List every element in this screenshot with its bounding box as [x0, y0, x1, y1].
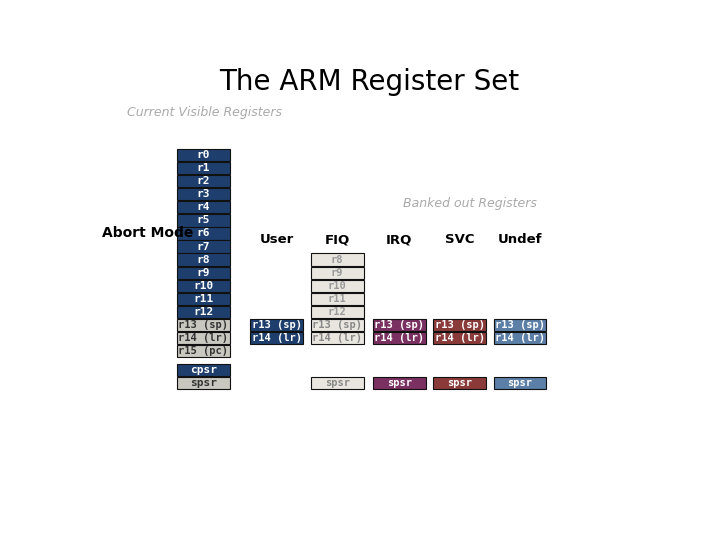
Text: spsr: spsr: [325, 378, 350, 388]
FancyBboxPatch shape: [494, 319, 546, 331]
Text: r14 (lr): r14 (lr): [312, 333, 362, 343]
FancyBboxPatch shape: [177, 363, 230, 376]
FancyBboxPatch shape: [177, 280, 230, 292]
Text: spsr: spsr: [447, 378, 472, 388]
FancyBboxPatch shape: [433, 332, 486, 345]
FancyBboxPatch shape: [177, 345, 230, 357]
Text: r10: r10: [193, 281, 213, 291]
FancyBboxPatch shape: [433, 319, 486, 331]
Text: r12: r12: [328, 307, 346, 317]
FancyBboxPatch shape: [177, 293, 230, 305]
Text: r13 (sp): r13 (sp): [495, 320, 545, 330]
Text: r0: r0: [197, 150, 210, 160]
FancyBboxPatch shape: [311, 306, 364, 318]
Text: r9: r9: [197, 268, 210, 278]
FancyBboxPatch shape: [494, 377, 546, 389]
Text: Current Visible Registers: Current Visible Registers: [127, 106, 282, 119]
Text: r14 (lr): r14 (lr): [178, 333, 228, 343]
Text: spsr: spsr: [189, 378, 217, 388]
FancyBboxPatch shape: [177, 332, 230, 345]
Text: r10: r10: [328, 281, 346, 291]
FancyBboxPatch shape: [177, 377, 230, 389]
Text: r11: r11: [328, 294, 346, 304]
Text: r14 (lr): r14 (lr): [374, 333, 424, 343]
Text: r1: r1: [197, 163, 210, 173]
Text: r7: r7: [197, 241, 210, 252]
Text: r2: r2: [197, 176, 210, 186]
FancyBboxPatch shape: [433, 377, 486, 389]
Text: r14 (lr): r14 (lr): [435, 333, 485, 343]
Text: FIQ: FIQ: [325, 233, 350, 246]
FancyBboxPatch shape: [177, 267, 230, 279]
Text: r14 (lr): r14 (lr): [252, 333, 302, 343]
FancyBboxPatch shape: [251, 332, 303, 345]
FancyBboxPatch shape: [311, 280, 364, 292]
FancyBboxPatch shape: [311, 293, 364, 305]
Text: Banked out Registers: Banked out Registers: [402, 197, 536, 210]
FancyBboxPatch shape: [311, 332, 364, 345]
Text: r5: r5: [197, 215, 210, 225]
Text: r13 (sp): r13 (sp): [252, 320, 302, 330]
FancyBboxPatch shape: [177, 188, 230, 200]
FancyBboxPatch shape: [177, 175, 230, 187]
FancyBboxPatch shape: [311, 377, 364, 389]
Text: r4: r4: [197, 202, 210, 212]
Text: r14 (lr): r14 (lr): [495, 333, 545, 343]
Text: r13 (sp): r13 (sp): [374, 320, 424, 330]
FancyBboxPatch shape: [177, 306, 230, 318]
FancyBboxPatch shape: [177, 201, 230, 213]
FancyBboxPatch shape: [177, 227, 230, 240]
Text: spsr: spsr: [387, 378, 412, 388]
FancyBboxPatch shape: [311, 319, 364, 331]
Text: SVC: SVC: [445, 233, 474, 246]
FancyBboxPatch shape: [311, 267, 364, 279]
Text: r11: r11: [193, 294, 213, 304]
FancyBboxPatch shape: [177, 214, 230, 226]
Text: r15 (pc): r15 (pc): [178, 346, 228, 356]
FancyBboxPatch shape: [177, 253, 230, 266]
Text: r13 (sp): r13 (sp): [312, 320, 362, 330]
Text: r8: r8: [331, 255, 343, 265]
FancyBboxPatch shape: [311, 253, 364, 266]
FancyBboxPatch shape: [177, 148, 230, 161]
Text: spsr: spsr: [508, 378, 533, 388]
Text: r8: r8: [197, 255, 210, 265]
Text: cpsr: cpsr: [189, 364, 217, 375]
Text: Abort Mode: Abort Mode: [102, 226, 194, 240]
FancyBboxPatch shape: [373, 319, 426, 331]
FancyBboxPatch shape: [494, 332, 546, 345]
FancyBboxPatch shape: [177, 162, 230, 174]
Text: Undef: Undef: [498, 233, 542, 246]
Text: r12: r12: [193, 307, 213, 317]
Text: r3: r3: [197, 189, 210, 199]
Text: User: User: [260, 233, 294, 246]
Text: r13 (sp): r13 (sp): [178, 320, 228, 330]
Text: r6: r6: [197, 228, 210, 239]
Text: IRQ: IRQ: [386, 233, 413, 246]
Text: r13 (sp): r13 (sp): [435, 320, 485, 330]
Text: r9: r9: [331, 268, 343, 278]
FancyBboxPatch shape: [251, 319, 303, 331]
FancyBboxPatch shape: [373, 377, 426, 389]
FancyBboxPatch shape: [373, 332, 426, 345]
Text: The ARM Register Set: The ARM Register Set: [219, 68, 519, 96]
FancyBboxPatch shape: [177, 319, 230, 331]
FancyBboxPatch shape: [177, 240, 230, 253]
